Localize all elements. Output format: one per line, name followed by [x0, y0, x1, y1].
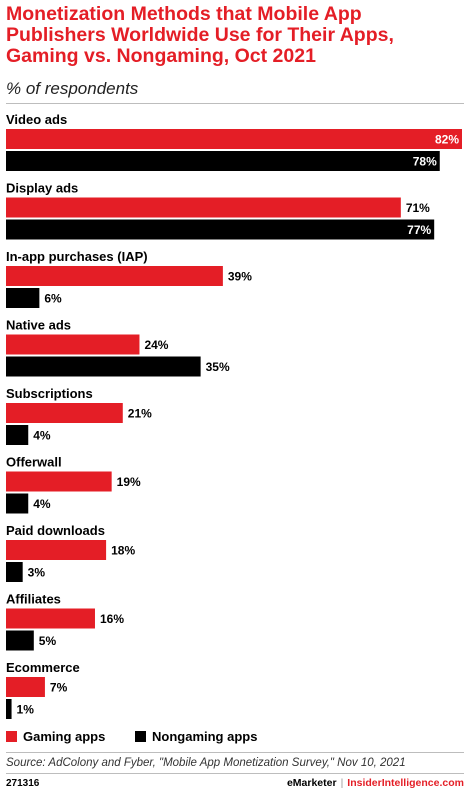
- category-label-offerwall: Offerwall: [6, 455, 62, 470]
- legend-swatch-gaming: [6, 731, 17, 742]
- value-label-nongaming-offerwall: 4%: [33, 497, 51, 511]
- footer-divider: [6, 773, 464, 774]
- legend-label-nongaming: Nongaming apps: [152, 729, 258, 744]
- value-label-nongaming-ecommerce: 1%: [17, 703, 35, 717]
- bar-nongaming-native-ads: [6, 356, 201, 377]
- value-label-gaming-video-ads: 82%: [435, 133, 459, 147]
- value-label-nongaming-video-ads: 78%: [413, 155, 437, 169]
- bar-nongaming-in-app-purchases-iap: [6, 288, 40, 308]
- category-label-paid-downloads: Paid downloads: [6, 523, 105, 538]
- bottom-divider: [6, 752, 464, 753]
- bar-gaming-native-ads: [6, 334, 140, 355]
- value-label-gaming-affiliates: 16%: [100, 612, 124, 626]
- value-label-gaming-subscriptions: 21%: [128, 407, 152, 421]
- legend-item-gaming: Gaming apps: [6, 729, 105, 744]
- bar-gaming-offerwall: [6, 471, 112, 492]
- bar-gaming-in-app-purchases-iap: [6, 266, 223, 286]
- value-label-nongaming-native-ads: 35%: [206, 360, 230, 374]
- legend-item-nongaming: Nongaming apps: [135, 729, 257, 744]
- bar-gaming-display-ads: [6, 197, 401, 218]
- source-note: Source: AdColony and Fyber, "Mobile App …: [6, 757, 406, 769]
- footer-brand: eMarketer | InsiderIntelligence.com: [286, 777, 464, 789]
- bar-gaming-video-ads: [6, 129, 462, 149]
- top-divider: [6, 103, 464, 104]
- bar-nongaming-paid-downloads: [6, 562, 23, 582]
- value-label-nongaming-affiliates: 5%: [39, 634, 57, 648]
- bar-gaming-affiliates: [6, 608, 95, 629]
- value-label-gaming-paid-downloads: 18%: [111, 544, 135, 558]
- category-label-ecommerce: Ecommerce: [6, 660, 80, 675]
- chart-id: 271316: [6, 778, 40, 789]
- value-label-nongaming-paid-downloads: 3%: [28, 566, 46, 580]
- category-label-native-ads: Native ads: [6, 318, 71, 333]
- value-label-gaming-offerwall: 19%: [117, 475, 141, 489]
- category-label-in-app-purchases-iap: In-app purchases (IAP): [6, 249, 148, 264]
- legend-label-gaming: Gaming apps: [23, 729, 106, 744]
- value-label-nongaming-subscriptions: 4%: [33, 429, 51, 443]
- chart-title: Monetization Methods that Mobile App Pub…: [6, 3, 394, 67]
- value-label-gaming-in-app-purchases-iap: 39%: [228, 270, 252, 284]
- brand-insider-intelligence: InsiderIntelligence.com: [347, 777, 464, 789]
- value-label-nongaming-display-ads: 77%: [407, 223, 431, 237]
- bar-nongaming-subscriptions: [6, 425, 29, 445]
- bar-nongaming-offerwall: [6, 493, 29, 514]
- chart-subtitle: % of respondents: [6, 79, 139, 98]
- bar-nongaming-display-ads: [6, 219, 435, 240]
- value-label-gaming-display-ads: 71%: [406, 201, 430, 215]
- bar-nongaming-video-ads: [6, 151, 440, 171]
- bar-nongaming-ecommerce: [6, 699, 12, 719]
- legend-swatch-nongaming: [135, 731, 146, 742]
- bar-chart: Video ads 82% 78% Display ads 71% 77% In-app p…: [6, 112, 462, 719]
- bar-nongaming-affiliates: [6, 630, 34, 651]
- value-label-gaming-ecommerce: 7%: [50, 681, 68, 695]
- bar-gaming-ecommerce: [6, 677, 45, 697]
- value-label-gaming-native-ads: 24%: [144, 338, 168, 352]
- bar-gaming-subscriptions: [6, 403, 123, 423]
- category-label-affiliates: Affiliates: [6, 592, 61, 607]
- brand-emarketer: eMarketer: [286, 777, 337, 789]
- bar-gaming-paid-downloads: [6, 540, 107, 560]
- category-label-display-ads: Display ads: [6, 181, 78, 196]
- category-label-subscriptions: Subscriptions: [6, 386, 93, 401]
- category-label-video-ads: Video ads: [6, 112, 67, 127]
- value-label-nongaming-in-app-purchases-iap: 6%: [44, 292, 62, 306]
